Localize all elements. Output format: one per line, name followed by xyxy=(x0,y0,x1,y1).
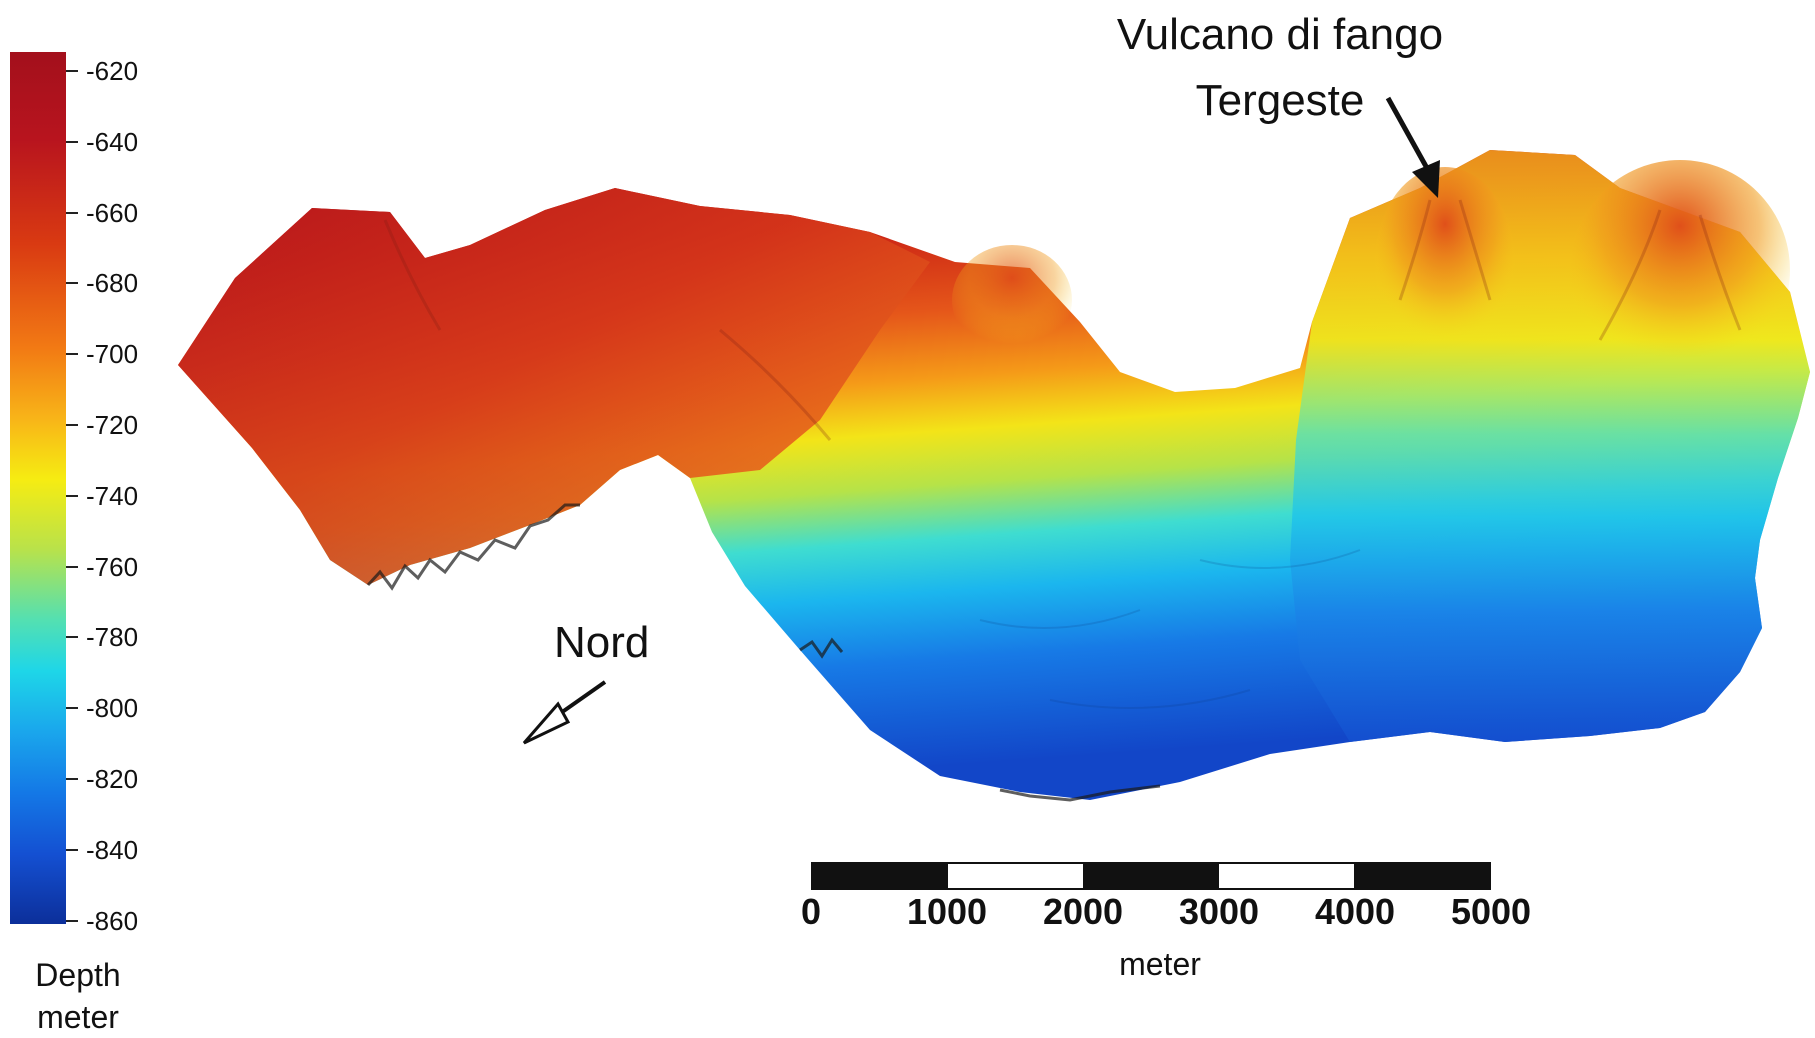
color-bar-tick-label: -840 xyxy=(86,834,139,865)
scale-segment xyxy=(813,864,949,888)
color-bar-tick-label: -760 xyxy=(86,551,139,582)
color-bar-tick xyxy=(66,778,78,780)
scale-label: 4000 xyxy=(1314,891,1396,932)
color-bar-tick-label: -860 xyxy=(86,905,139,936)
color-bar-tick xyxy=(66,636,78,639)
scale-label: 5000 xyxy=(1450,891,1532,932)
color-bar-tick xyxy=(66,70,78,72)
scale-segment xyxy=(948,864,1084,888)
north-arrow-icon xyxy=(522,680,607,745)
color-bar-tick xyxy=(66,848,78,851)
volcano-annotation: Vulcano di fango Tergeste xyxy=(1070,2,1490,134)
color-bar-tick xyxy=(66,565,78,568)
scale-label: 1000 xyxy=(906,891,988,932)
scale-segment xyxy=(1218,864,1354,888)
scale-label: 3000 xyxy=(1178,891,1260,932)
legend-title-line2: meter xyxy=(37,999,119,1035)
scale-label: 0 xyxy=(800,891,822,932)
depth-color-bar xyxy=(10,52,66,924)
color-bar-tick xyxy=(66,494,78,497)
north-label: Nord xyxy=(554,618,650,667)
color-bar-tick xyxy=(66,282,78,285)
legend-title-line1: Depth xyxy=(35,957,121,993)
scale-bar xyxy=(811,862,1491,890)
color-bar-tick xyxy=(66,211,78,214)
color-bar-tick-label: -740 xyxy=(86,480,139,511)
color-bar-tick-label: -780 xyxy=(86,622,139,653)
color-bar-tick xyxy=(66,353,78,356)
volcano-annotation-line1: Vulcano di fango xyxy=(1116,10,1444,59)
scale-unit-label: meter xyxy=(1119,946,1201,982)
volcano-pointer-arrow xyxy=(1385,96,1440,198)
scale-segment xyxy=(1353,864,1490,888)
volcano-annotation-line2: Tergeste xyxy=(1195,76,1365,125)
color-bar-tick-label: -820 xyxy=(86,764,139,794)
color-bar-tick-label: -720 xyxy=(86,410,139,440)
scale-label: 2000 xyxy=(1042,891,1124,932)
color-bar-tick xyxy=(66,140,78,143)
color-bar-tick-label: -640 xyxy=(86,126,139,157)
color-bar-tick-label: -700 xyxy=(86,339,139,370)
scale-segment xyxy=(1083,864,1219,888)
color-bar-tick xyxy=(66,919,78,922)
color-bar-tick xyxy=(66,424,78,426)
color-bar-tick-label: -680 xyxy=(86,268,139,299)
color-bar-tick-label: -660 xyxy=(86,197,139,228)
color-bar-tick xyxy=(66,707,78,710)
legend-title: Depth meter xyxy=(18,954,138,1038)
color-bar-tick-label: -800 xyxy=(86,693,139,724)
color-bar-tick-label: -620 xyxy=(86,56,139,86)
